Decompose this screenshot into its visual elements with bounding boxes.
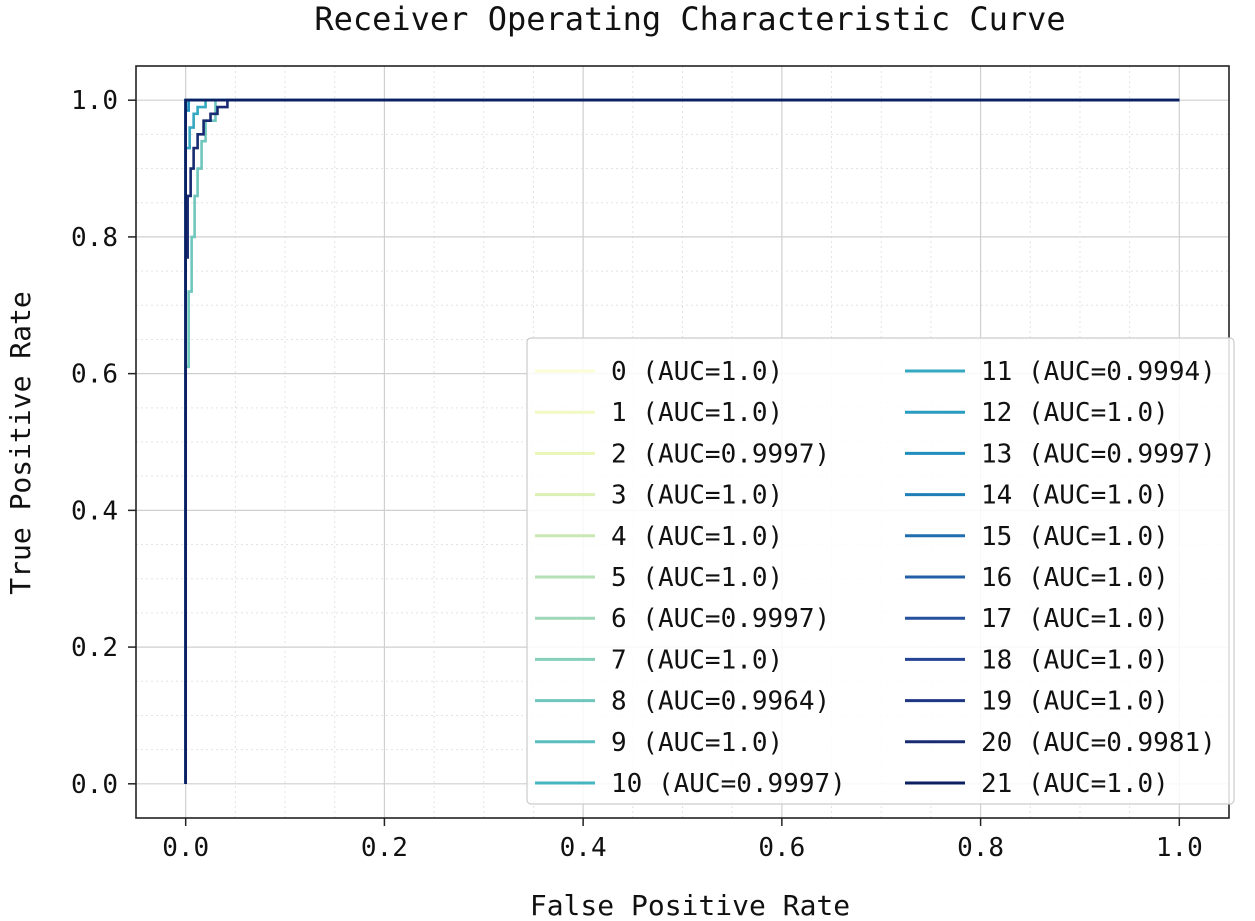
series-line-20 (184, 98, 1180, 784)
legend-label-13: 13 (AUC=0.9997) (981, 439, 1216, 469)
legend-label-7: 7 (AUC=1.0) (611, 645, 783, 675)
legend-label-15: 15 (AUC=1.0) (981, 522, 1169, 552)
x-tick-label: 0.6 (758, 833, 805, 863)
x-tick-label: 0.8 (957, 833, 1004, 863)
x-tick-label: 0.4 (560, 833, 607, 863)
legend-label-12: 12 (AUC=1.0) (981, 398, 1169, 428)
legend-label-10: 10 (AUC=0.9997) (611, 769, 846, 799)
series-line-11 (184, 98, 1180, 784)
y-tick-label: 0.0 (71, 770, 118, 800)
legend-label-18: 18 (AUC=1.0) (981, 645, 1169, 675)
x-axis-label: False Positive Rate (530, 889, 850, 921)
x-tick-label: 0.0 (162, 833, 209, 863)
legend-label-2: 2 (AUC=0.9997) (611, 439, 830, 469)
legend-label-14: 14 (AUC=1.0) (981, 481, 1169, 511)
y-tick-label: 0.4 (71, 496, 118, 526)
legend-label-17: 17 (AUC=1.0) (981, 604, 1169, 634)
legend-label-3: 3 (AUC=1.0) (611, 481, 783, 511)
legend-label-0: 0 (AUC=1.0) (611, 357, 783, 387)
legend-label-8: 8 (AUC=0.9964) (611, 687, 830, 717)
legend-label-20: 20 (AUC=0.9981) (981, 728, 1216, 758)
y-tick-label: 0.6 (71, 360, 118, 390)
y-tick-label: 1.0 (71, 86, 118, 116)
legend-label-16: 16 (AUC=1.0) (981, 563, 1169, 593)
legend-label-5: 5 (AUC=1.0) (611, 563, 783, 593)
legend-label-9: 9 (AUC=1.0) (611, 728, 783, 758)
legend-label-19: 19 (AUC=1.0) (981, 687, 1169, 717)
y-axis-label: True Positive Rate (4, 291, 37, 594)
legend-box (526, 337, 1235, 805)
y-tick-label: 0.2 (71, 633, 118, 663)
series-lines (184, 98, 1180, 784)
legend: 0 (AUC=1.0) 1 (AUC=1.0) 2 (AUC=0.9997) 3 (A… (526, 337, 1235, 805)
x-tick-label: 0.2 (361, 833, 408, 863)
x-tick-label: 1.0 (1156, 833, 1203, 863)
axis-ticks: 0.0 0.2 0.4 0.6 0.8 1.0 0.0 0.2 0.4 0.6 0.8 1.0 (71, 86, 1203, 863)
chart-title: Receiver Operating Characteristic Curve (314, 0, 1065, 38)
y-tick-label: 0.8 (71, 223, 118, 253)
legend-label-4: 4 (AUC=1.0) (611, 522, 783, 552)
legend-label-11: 11 (AUC=0.9994) (981, 357, 1216, 387)
legend-label-21: 21 (AUC=1.0) (981, 769, 1169, 799)
legend-label-6: 6 (AUC=0.9997) (611, 604, 830, 634)
series-line-21 (184, 98, 1180, 784)
legend-label-1: 1 (AUC=1.0) (611, 398, 783, 428)
